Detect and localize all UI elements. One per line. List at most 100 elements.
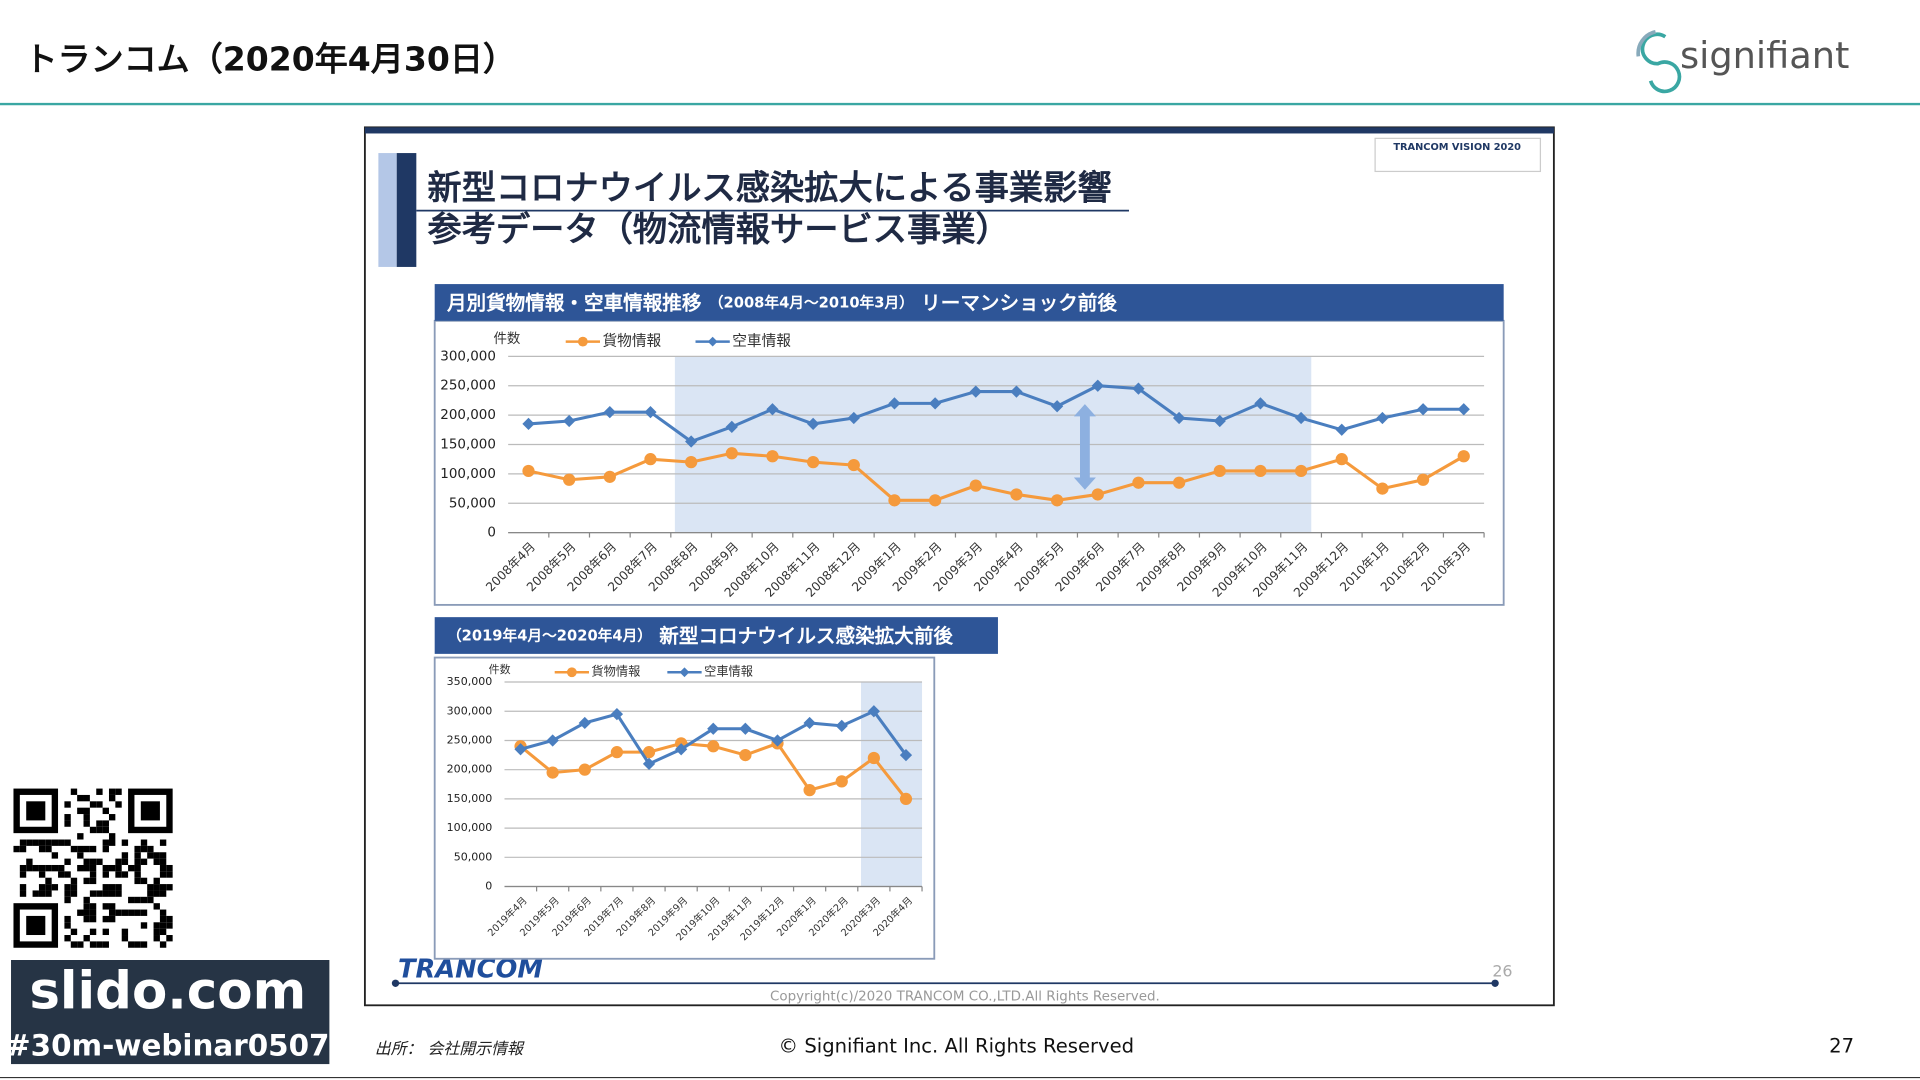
marker [685, 435, 698, 448]
marker [835, 719, 848, 732]
y-tick-label: 100,000 [440, 467, 496, 482]
marker [847, 411, 860, 425]
qr-cell [83, 896, 90, 904]
qr-cell [102, 928, 109, 936]
legend-label: 空車情報 [704, 665, 753, 679]
qr-cell [159, 884, 167, 891]
qr-cell [159, 839, 167, 846]
qr-cell [89, 928, 97, 936]
qr-cell [32, 839, 39, 846]
qr-cell [102, 884, 109, 891]
rule-dot [391, 979, 400, 987]
marker [766, 403, 779, 416]
badge: TRANCOM VISION 2020 [1393, 142, 1521, 153]
qr-cell [96, 826, 103, 834]
qr-cell [134, 845, 141, 853]
qr-cell [159, 864, 167, 872]
qr-cell [153, 858, 160, 865]
qr-cell [153, 935, 160, 942]
qr-cell [83, 794, 90, 802]
y-tick-label: 100,000 [447, 821, 493, 834]
chart-banner [434, 617, 998, 654]
qr-cell [19, 890, 27, 897]
qr-cell [153, 890, 160, 897]
qr-cell [89, 801, 97, 808]
qr-cell [70, 845, 78, 853]
qr-cell [83, 909, 90, 916]
qr-cell [96, 820, 103, 827]
qr-cell [70, 941, 78, 948]
qr-cell [45, 877, 52, 885]
qr-cell [58, 871, 65, 878]
qr-cell [147, 852, 154, 859]
logo-icon [1636, 30, 1682, 94]
qr-cell [19, 871, 27, 878]
qr-cell [102, 903, 109, 910]
marker [1010, 385, 1023, 398]
qr-cell [153, 884, 160, 891]
qr-cell [89, 864, 97, 872]
qr-cell [147, 890, 154, 897]
chart-title: 新型コロナウイルス感染拡大前後 [659, 624, 953, 647]
y-tick-label: 0 [485, 880, 492, 893]
qr-cell [64, 801, 71, 808]
qr-cell [108, 814, 116, 821]
qr-cell [102, 845, 109, 853]
marker [1010, 488, 1023, 501]
qr-cell [166, 871, 173, 878]
slido-box [11, 960, 330, 1065]
qr-cell [153, 922, 160, 929]
qr-cell [102, 826, 109, 834]
qr-cell [140, 845, 148, 853]
qr-cell [140, 922, 148, 929]
qr-cell [121, 871, 129, 878]
slido-tag: #30m-webinar0507 [6, 1028, 329, 1062]
qr-cell [153, 928, 160, 936]
series-line [528, 384, 1464, 444]
y-tick-label: 300,000 [447, 704, 493, 717]
legend-label: 貨物情報 [602, 333, 661, 350]
marker [1132, 476, 1145, 489]
qr-cell [45, 890, 52, 897]
marker [835, 775, 848, 788]
qr-cell [83, 807, 90, 815]
qr-cell [58, 839, 65, 846]
chart-banner-text: （2019年4月～2020年4月） 新型コロナウイルス感染拡大前後 [447, 624, 953, 647]
legend-marker [577, 336, 588, 347]
qr-cell [19, 839, 27, 846]
marker [707, 740, 720, 753]
logo-swirl [1636, 30, 1657, 57]
qr-cell [134, 858, 141, 865]
qr-cell [96, 788, 103, 795]
qr-cell [159, 941, 167, 948]
qr-cell [153, 903, 160, 910]
qr-cell [140, 941, 148, 948]
qr-cell [140, 858, 148, 865]
qr-cell [51, 839, 59, 846]
qr-cell [96, 941, 103, 948]
qr-cell [64, 858, 71, 865]
qr-cell [83, 814, 90, 821]
qr-cell [70, 884, 78, 891]
marker [888, 494, 901, 507]
marker [1213, 414, 1226, 428]
qr-cell [77, 833, 84, 840]
slido-url: slido.com [29, 961, 306, 1021]
qr-cell [134, 871, 141, 878]
qr-cell [134, 909, 141, 916]
title-accent [378, 153, 397, 267]
qr-cell [159, 922, 167, 929]
marker [1172, 476, 1186, 489]
legend-marker [679, 667, 690, 678]
marker [1376, 411, 1389, 425]
qr-cell [45, 839, 52, 846]
marker [807, 456, 820, 469]
marker [1294, 411, 1308, 425]
qr-cell [38, 839, 46, 846]
qr-cell [19, 864, 27, 872]
qr-cell [108, 864, 116, 872]
header-logo: signifiant [1680, 34, 1849, 77]
qr-cell [121, 839, 129, 846]
qr-cell [83, 864, 90, 872]
